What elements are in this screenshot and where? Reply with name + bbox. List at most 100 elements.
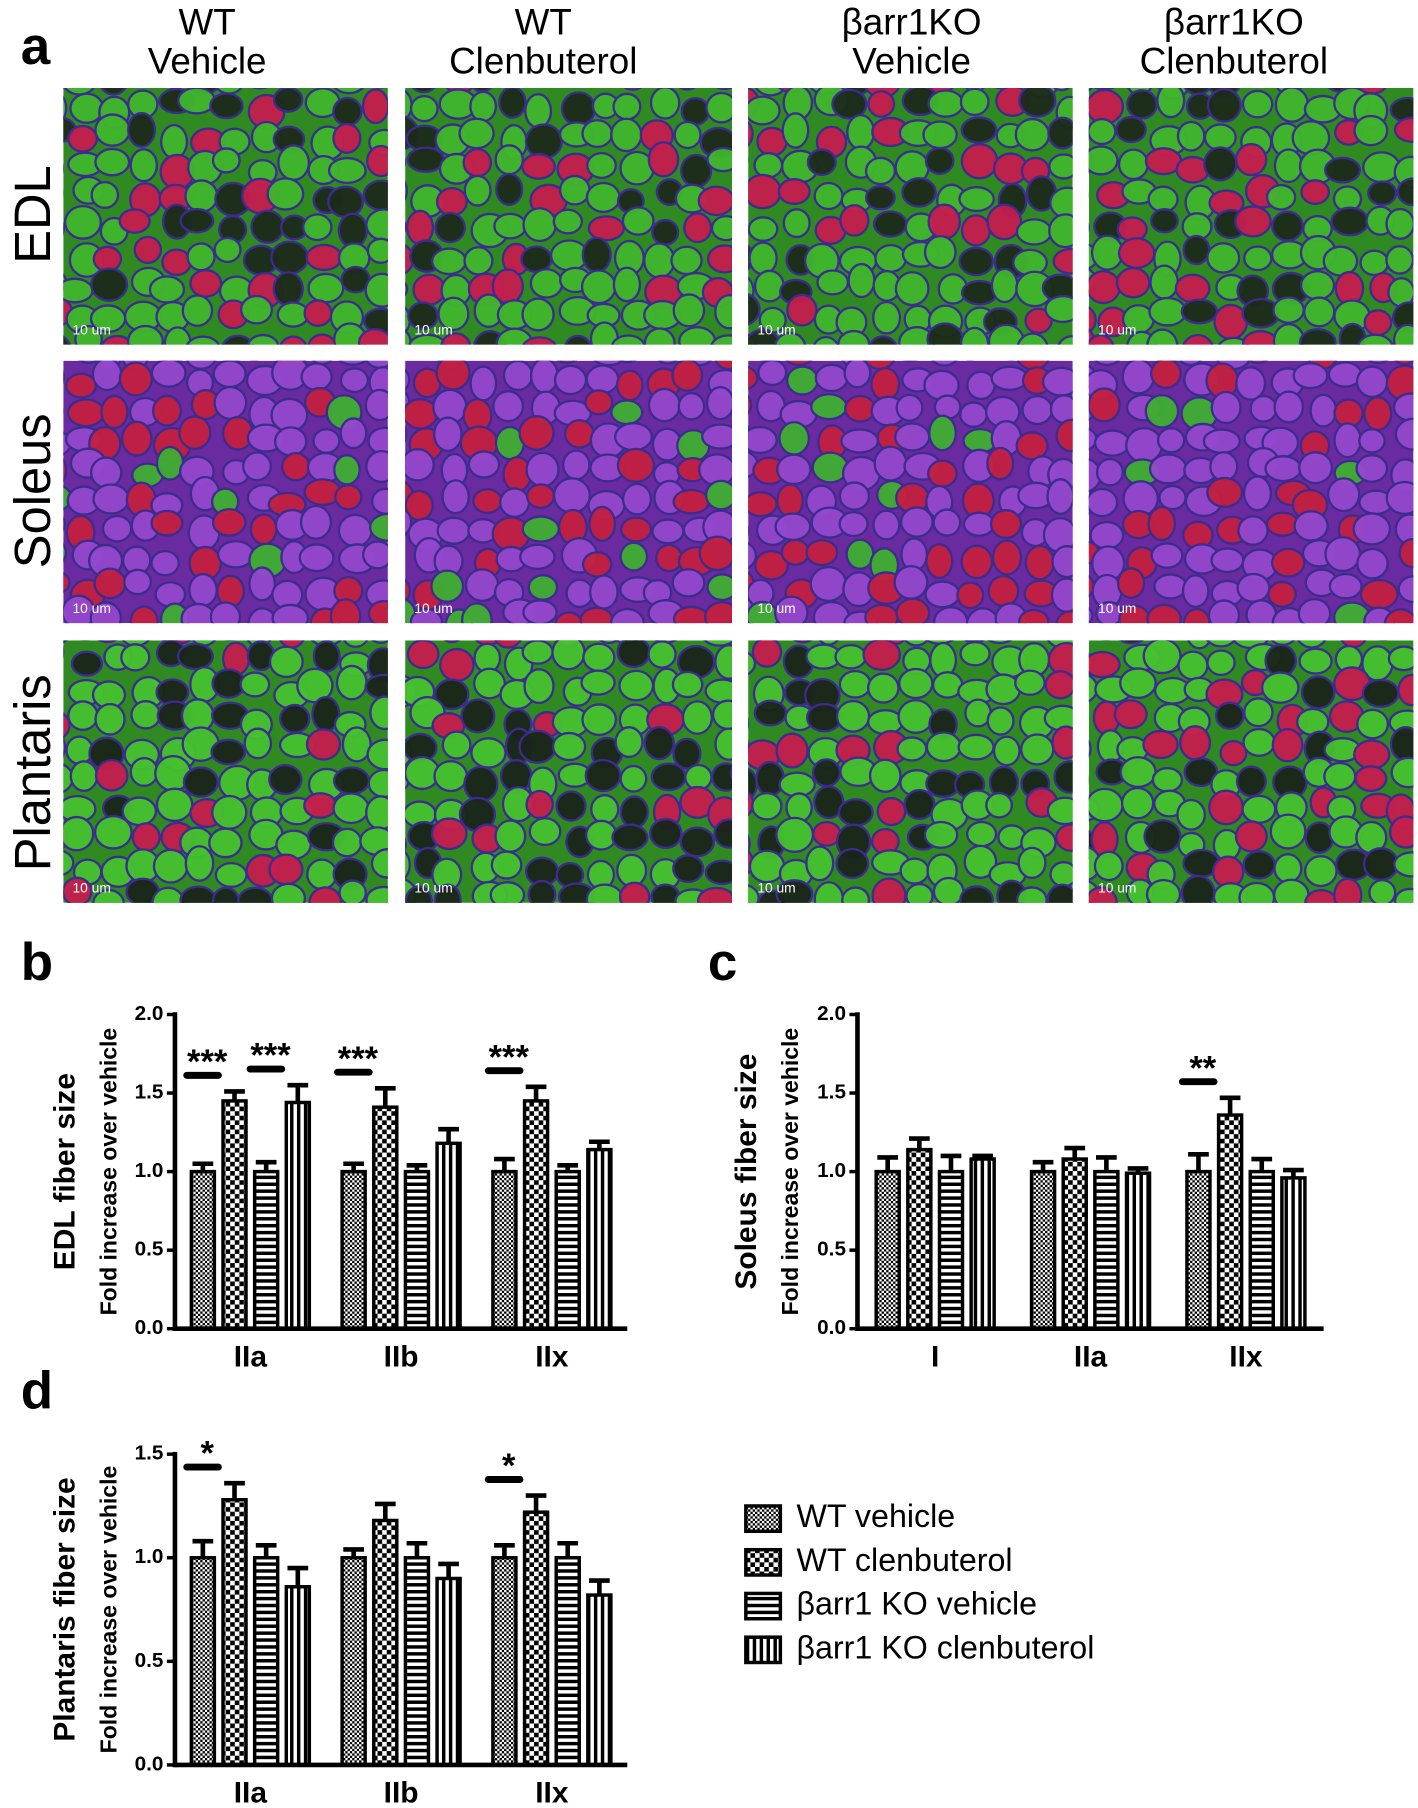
fiber-cell <box>303 792 338 819</box>
bar <box>906 1147 933 1331</box>
fiber-cell <box>434 212 466 244</box>
fiber-cell <box>331 827 363 858</box>
fiber-cell <box>1393 116 1414 144</box>
fiber-cell <box>1206 649 1236 677</box>
fiber-cell <box>959 640 991 667</box>
fiber-cell <box>1048 213 1073 249</box>
fiber-cell <box>371 640 388 644</box>
fiber-cell <box>1385 245 1414 275</box>
fiber-cell <box>618 669 655 702</box>
fiber-cell <box>405 281 409 297</box>
bar <box>969 1157 996 1331</box>
fiber-cell <box>525 789 554 820</box>
fiber-cell <box>926 322 964 345</box>
fiber-cell <box>339 367 370 394</box>
bar <box>189 1556 217 1767</box>
fiber-cell <box>312 428 341 454</box>
fiber-cell <box>161 248 193 277</box>
fiber-cell <box>748 542 758 570</box>
fiber-cell <box>182 766 219 798</box>
fiber-cell <box>868 758 902 793</box>
fiber-cell <box>463 174 492 207</box>
fiber-cell <box>616 640 651 669</box>
fiber-cell <box>90 267 129 302</box>
fiber-cell <box>327 185 364 219</box>
fiber-cell <box>775 816 815 853</box>
fiber-cell <box>556 360 578 364</box>
fiber-cell <box>1088 117 1117 146</box>
fiber-cell <box>333 87 365 95</box>
bar <box>252 1556 280 1767</box>
fiber-cell <box>186 335 220 345</box>
fiber-cell <box>63 736 67 758</box>
fiber-cell <box>1180 298 1219 325</box>
legend-label: βarr1 KO clenbuterol <box>796 1629 1094 1665</box>
fiber-cell <box>120 420 153 457</box>
fiber-cell <box>960 116 998 144</box>
fiber-cell <box>462 147 493 178</box>
fiber-cell <box>405 368 411 391</box>
fiber-cell <box>714 727 733 761</box>
fiber-cell <box>748 216 779 242</box>
fiber-cell <box>611 334 646 345</box>
fiber-cell <box>1055 823 1073 852</box>
fiber-cell <box>246 333 280 345</box>
row-label: Plantaris <box>4 674 61 871</box>
fiber-cell <box>213 236 242 264</box>
fiber-cell <box>93 814 133 850</box>
fiber-cell <box>1113 699 1148 730</box>
fiber-cell <box>1355 454 1389 483</box>
fiber-cell <box>272 87 304 113</box>
y-tick-label: 1.0 <box>135 1545 164 1568</box>
legend-swatch <box>744 1591 783 1621</box>
fiber-cell <box>925 731 962 763</box>
fiber-cell <box>748 849 786 884</box>
fiber-cell <box>643 327 676 345</box>
fiber-cell <box>212 886 240 903</box>
fiber-cell <box>1236 572 1271 603</box>
fiber-cell <box>903 640 929 647</box>
column-header: Vehicle <box>148 41 267 82</box>
fiber-cell <box>499 487 531 518</box>
bar <box>1248 1169 1275 1331</box>
fiber-cell <box>268 763 303 796</box>
fiber-cell <box>813 335 839 345</box>
fiber-cell <box>1248 360 1269 365</box>
fiber-cell <box>411 87 436 94</box>
y-axis-subtitle: Fold increase over vehicle <box>96 1028 122 1316</box>
micrograph <box>748 360 1073 624</box>
fiber-cell <box>748 834 751 854</box>
fiber-cell <box>579 606 614 624</box>
fiber-cell <box>212 360 247 389</box>
fiber-cell <box>518 415 555 451</box>
fiber-cell <box>211 147 241 174</box>
significance-label: *** <box>187 1043 228 1081</box>
micrograph <box>405 640 733 903</box>
fiber-cell <box>1088 387 1121 423</box>
fiber-cell <box>1187 640 1212 650</box>
fiber-cell <box>1055 418 1073 453</box>
bar <box>189 1169 217 1331</box>
fiber-cell <box>154 581 187 608</box>
fiber-cell <box>923 369 960 401</box>
fiber-cell <box>1235 366 1267 401</box>
fiber-cell <box>672 605 710 624</box>
fiber-cell <box>216 540 255 569</box>
fiber-cell <box>376 57 406 85</box>
fiber-cell <box>551 731 587 762</box>
fiber-cell <box>748 366 759 391</box>
fiber-cell <box>590 794 620 825</box>
fiber-cell <box>959 401 988 428</box>
fiber-cell <box>1051 725 1073 760</box>
fiber-cell <box>1203 146 1238 182</box>
fiber-cell <box>933 606 969 624</box>
bar <box>435 1141 462 1331</box>
fiber-cell <box>839 204 870 237</box>
fiber-cell <box>615 369 644 402</box>
fiber-cell <box>868 335 898 345</box>
fiber-cell <box>1044 294 1073 324</box>
fiber-cell <box>558 174 591 206</box>
fiber-cell <box>63 876 93 903</box>
significance-label: *** <box>338 1040 379 1078</box>
fiber-cell <box>581 703 618 737</box>
